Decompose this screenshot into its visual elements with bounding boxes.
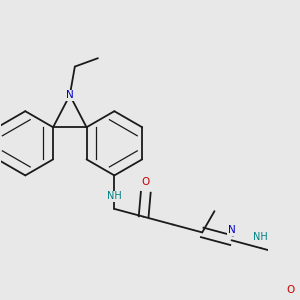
Text: N: N [228, 225, 236, 236]
Text: NH: NH [254, 232, 268, 242]
Text: N: N [66, 90, 74, 100]
Text: F: F [299, 200, 300, 210]
Text: NH: NH [107, 191, 122, 201]
Text: O: O [286, 285, 294, 295]
Text: O: O [142, 178, 150, 188]
